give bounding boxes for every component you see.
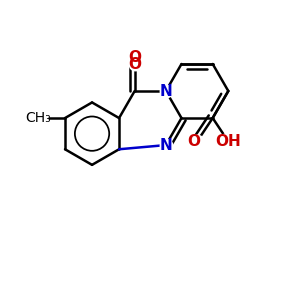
Text: N: N: [160, 83, 172, 98]
Text: O: O: [128, 57, 141, 72]
Text: O: O: [128, 50, 141, 64]
Text: OH: OH: [215, 134, 241, 149]
Text: O: O: [188, 134, 201, 149]
Text: CH₃: CH₃: [26, 111, 51, 125]
Text: N: N: [160, 138, 172, 153]
